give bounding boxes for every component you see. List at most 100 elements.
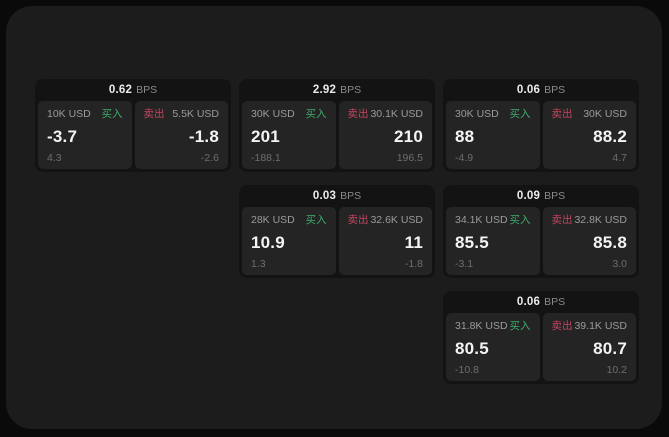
sell-price: 80.7 [593, 338, 627, 358]
sell-side-panel[interactable]: 卖出 30K USD 88.2 4.7 [542, 101, 636, 169]
buy-side-top-row: 10K USD 买入 [47, 109, 123, 120]
sell-side-panel[interactable]: 卖出 32.8K USD 85.8 3.0 [542, 207, 636, 275]
quote-card-header: 0.06 BPS [446, 79, 636, 101]
sell-change: 196.5 [396, 151, 423, 164]
buy-side-panel[interactable]: 30K USD 买入 88 -4.9 [446, 101, 540, 169]
buy-amount: 34.1K USD [455, 214, 508, 226]
buy-side-panel[interactable]: 10K USD 买入 -3.7 4.3 [38, 101, 132, 169]
sell-price: 88.2 [593, 126, 627, 146]
bps-value: 0.62 [108, 84, 133, 96]
sell-side-top-row: 卖出 32.8K USD [552, 215, 628, 226]
quote-card-header: 0.62 BPS [38, 79, 228, 101]
sell-change: -2.6 [200, 151, 219, 164]
buy-side-label: 买入 [509, 214, 531, 226]
quote-card[interactable]: 0.09 BPS 34.1K USD 买入 85.5 -3.1 卖出 32.8K… [443, 185, 639, 278]
sell-amount: 32.8K USD [574, 214, 627, 226]
quote-card-header: 0.06 BPS [446, 291, 636, 313]
buy-change: 4.3 [47, 151, 62, 164]
buy-price: 88 [455, 126, 475, 146]
buy-change: 1.3 [251, 257, 266, 270]
sell-side-top-row: 卖出 39.1K USD [552, 321, 628, 332]
buy-side-panel[interactable]: 31.8K USD 买入 80.5 -10.8 [446, 313, 540, 381]
sell-change: 4.7 [612, 151, 627, 164]
sell-side-panel[interactable]: 卖出 5.5K USD -1.8 -2.6 [134, 101, 228, 169]
bps-unit-label: BPS [544, 296, 566, 308]
buy-price: 80.5 [455, 338, 489, 358]
quote-card[interactable]: 0.06 BPS 30K USD 买入 88 -4.9 卖出 30K USD 8… [443, 79, 639, 172]
bps-value: 0.09 [516, 190, 541, 202]
buy-amount: 30K USD [251, 108, 295, 120]
sell-side-label: 卖出 [551, 108, 573, 120]
buy-side-label: 买入 [101, 108, 123, 120]
sell-change: 3.0 [612, 257, 627, 270]
sell-side-label: 卖出 [347, 214, 369, 226]
cards-grid: 0.62 BPS 10K USD 买入 -3.7 4.3 卖出 5.5K USD… [35, 79, 639, 384]
buy-change: -4.9 [455, 151, 474, 164]
buy-side-top-row: 31.8K USD 买入 [455, 321, 531, 332]
buy-price: 85.5 [455, 232, 489, 252]
quote-card-body: 10K USD 买入 -3.7 4.3 卖出 5.5K USD -1.8 -2.… [38, 101, 228, 169]
sell-price: 210 [394, 126, 423, 146]
buy-change: -10.8 [455, 363, 479, 376]
buy-price: 201 [251, 126, 280, 146]
quote-card-header: 0.09 BPS [446, 185, 636, 207]
buy-amount: 30K USD [455, 108, 499, 120]
quote-card-body: 34.1K USD 买入 85.5 -3.1 卖出 32.8K USD 85.8… [446, 207, 636, 275]
quote-card[interactable]: 2.92 BPS 30K USD 买入 201 -188.1 卖出 30.1K … [239, 79, 435, 172]
buy-amount: 31.8K USD [455, 320, 508, 332]
quote-card-body: 30K USD 买入 88 -4.9 卖出 30K USD 88.2 4.7 [446, 101, 636, 169]
buy-side-panel[interactable]: 28K USD 买入 10.9 1.3 [242, 207, 336, 275]
sell-amount: 30K USD [583, 108, 627, 120]
sell-side-label: 卖出 [551, 320, 573, 332]
buy-price: 10.9 [251, 232, 285, 252]
quote-card[interactable]: 0.62 BPS 10K USD 买入 -3.7 4.3 卖出 5.5K USD… [35, 79, 231, 172]
quote-card[interactable]: 0.06 BPS 31.8K USD 买入 80.5 -10.8 卖出 39.1… [443, 291, 639, 384]
sell-change: 10.2 [606, 363, 627, 376]
bps-unit-label: BPS [544, 190, 566, 202]
buy-change: -188.1 [251, 151, 281, 164]
quote-card-body: 30K USD 买入 201 -188.1 卖出 30.1K USD 210 1… [242, 101, 432, 169]
quote-card-header: 0.03 BPS [242, 185, 432, 207]
sell-amount: 32.6K USD [370, 214, 423, 226]
bps-value: 0.06 [516, 84, 541, 96]
sell-side-top-row: 卖出 5.5K USD [144, 109, 220, 120]
bps-value: 2.92 [312, 84, 337, 96]
buy-side-top-row: 34.1K USD 买入 [455, 215, 531, 226]
bps-unit-label: BPS [544, 84, 566, 96]
sell-price: 85.8 [593, 232, 627, 252]
bps-value: 0.03 [312, 190, 337, 202]
sell-price: -1.8 [188, 126, 219, 146]
buy-side-panel[interactable]: 30K USD 买入 201 -188.1 [242, 101, 336, 169]
sell-side-label: 卖出 [347, 108, 369, 120]
sell-side-label: 卖出 [551, 214, 573, 226]
sell-amount: 30.1K USD [370, 108, 423, 120]
sell-side-panel[interactable]: 卖出 30.1K USD 210 196.5 [338, 101, 432, 169]
bps-unit-label: BPS [136, 84, 158, 96]
buy-change: -3.1 [455, 257, 474, 270]
sell-side-top-row: 卖出 32.6K USD [348, 215, 424, 226]
buy-amount: 10K USD [47, 108, 91, 120]
sell-change: -1.8 [404, 257, 423, 270]
buy-side-label: 买入 [305, 108, 327, 120]
sell-side-top-row: 卖出 30K USD [552, 109, 628, 120]
buy-side-top-row: 30K USD 买入 [455, 109, 531, 120]
bps-value: 0.06 [516, 296, 541, 308]
buy-price: -3.7 [47, 126, 78, 146]
buy-side-panel[interactable]: 34.1K USD 买入 85.5 -3.1 [446, 207, 540, 275]
sell-side-panel[interactable]: 卖出 39.1K USD 80.7 10.2 [542, 313, 636, 381]
bps-unit-label: BPS [340, 190, 362, 202]
quote-card-body: 31.8K USD 买入 80.5 -10.8 卖出 39.1K USD 80.… [446, 313, 636, 381]
sell-amount: 39.1K USD [574, 320, 627, 332]
buy-side-label: 买入 [305, 214, 327, 226]
buy-side-top-row: 30K USD 买入 [251, 109, 327, 120]
buy-side-label: 买入 [509, 320, 531, 332]
quote-card-header: 2.92 BPS [242, 79, 432, 101]
buy-side-top-row: 28K USD 买入 [251, 215, 327, 226]
buy-amount: 28K USD [251, 214, 295, 226]
sell-price: 11 [404, 232, 423, 252]
bps-unit-label: BPS [340, 84, 362, 96]
sell-side-panel[interactable]: 卖出 32.6K USD 11 -1.8 [338, 207, 432, 275]
quote-card-body: 28K USD 买入 10.9 1.3 卖出 32.6K USD 11 -1.8 [242, 207, 432, 275]
quote-card[interactable]: 0.03 BPS 28K USD 买入 10.9 1.3 卖出 32.6K US… [239, 185, 435, 278]
